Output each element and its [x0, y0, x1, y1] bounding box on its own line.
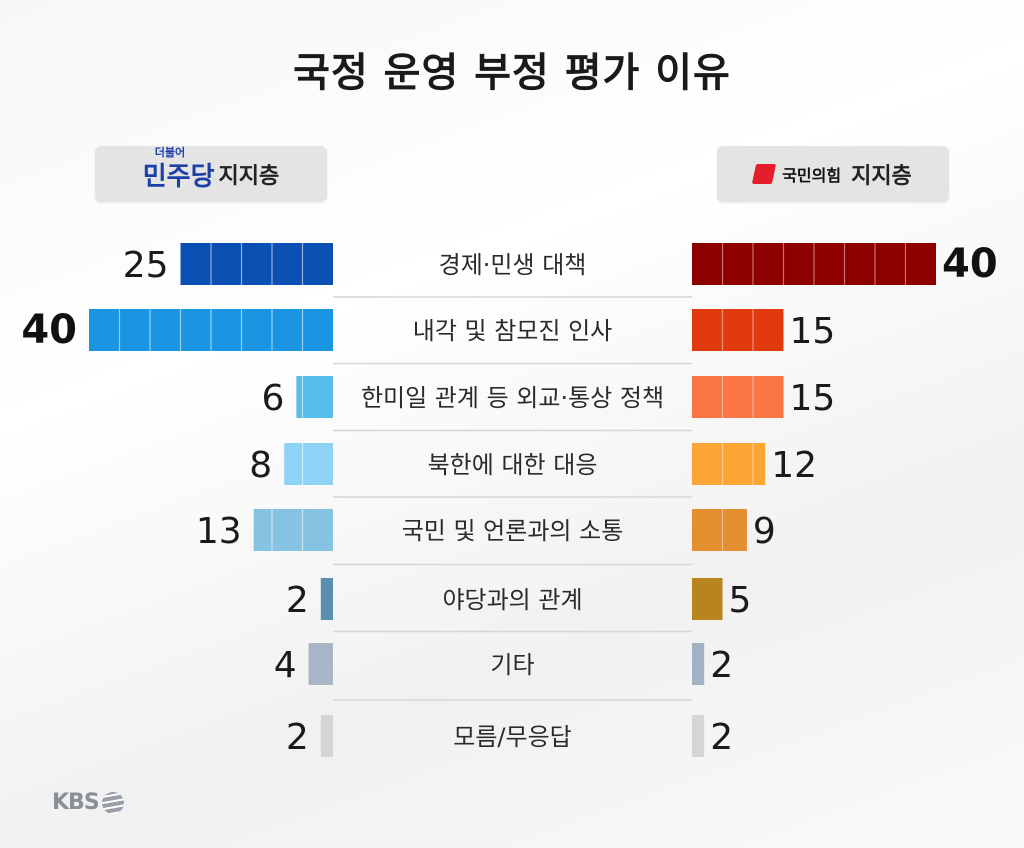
bar-left: [296, 376, 333, 418]
category-label: 국민 및 언론과의 소통: [402, 517, 624, 545]
democratic-party-label: 더불어 민주당 지지층: [95, 146, 327, 202]
value-label-right: 15: [790, 378, 836, 419]
bar-right: [692, 443, 766, 485]
value-label-right: 9: [753, 511, 776, 552]
bar-left: [180, 243, 333, 285]
value-label-left: 8: [249, 445, 272, 486]
value-label-right: 2: [710, 645, 733, 686]
ppp-support-label: 지지층: [851, 164, 912, 189]
value-label-right: 2: [710, 717, 733, 758]
value-label-left: 2: [286, 717, 309, 758]
value-label-left: 13: [196, 511, 242, 552]
value-label-right: 15: [790, 311, 836, 352]
bar-right: [692, 643, 705, 685]
bar-left: [253, 509, 333, 551]
category-label: 북한에 대한 대응: [428, 451, 598, 479]
bar-right: [692, 376, 784, 418]
bar-left: [320, 715, 333, 757]
category-label: 모름/무응답: [453, 723, 572, 751]
bar-right: [692, 715, 705, 757]
value-label-left: 4: [274, 645, 297, 686]
category-label: 야당과의 관계: [442, 586, 582, 614]
bar-right: [692, 509, 747, 551]
bar-left: [320, 578, 333, 620]
democratic-party-logo: 더불어 민주당: [142, 145, 215, 192]
value-label-right: 40: [942, 241, 998, 287]
kbs-globe-icon: [101, 791, 124, 814]
democratic-support-label: 지지층: [218, 164, 280, 189]
category-label: 경제·민생 대책: [439, 251, 587, 279]
bar-right: [692, 578, 723, 620]
bar-left: [284, 443, 333, 485]
value-label-left: 6: [261, 378, 284, 419]
category-label: 내각 및 참모진 인사: [413, 317, 613, 345]
ppp-party-logo: 국민의힘: [782, 166, 842, 185]
chart-title: 국정 운영 부정 평가 이유: [293, 50, 731, 96]
category-label: 한미일 관계 등 외교·통상 정책: [361, 384, 664, 412]
value-label-right: 12: [771, 445, 817, 486]
kbs-logo: KBS: [52, 790, 124, 815]
value-label-left: 2: [286, 580, 309, 621]
value-label-left: 40: [21, 307, 77, 353]
value-label-left: 25: [123, 245, 169, 286]
bar-right: [692, 243, 936, 285]
ppp-party-label: 국민의힘 지지층: [717, 146, 949, 202]
value-label-right: 5: [729, 580, 752, 621]
bar-right: [692, 309, 784, 351]
category-label: 기타: [490, 651, 534, 679]
bar-left: [308, 643, 333, 685]
